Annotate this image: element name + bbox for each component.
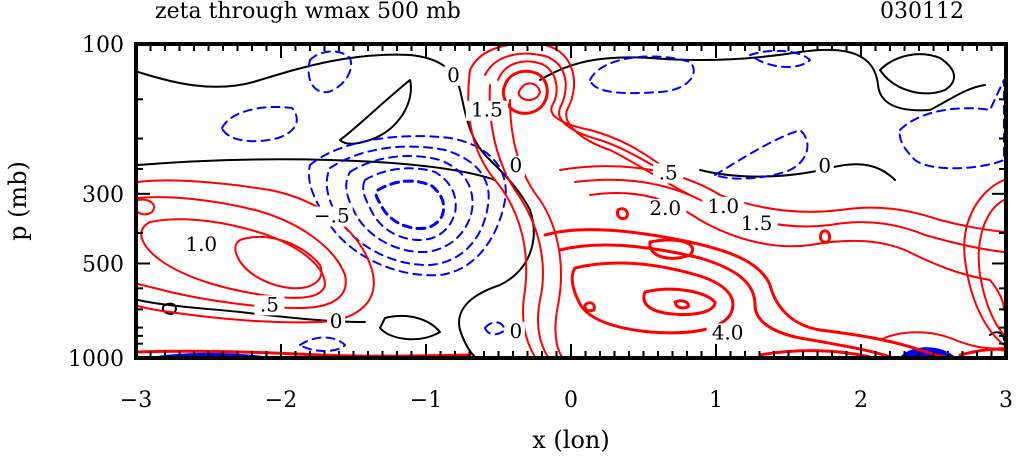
- y-tick-label: 500: [82, 252, 124, 277]
- y-axis-label: p (mb): [4, 161, 32, 241]
- positive-contour: [583, 301, 596, 313]
- zero-contour: [879, 53, 955, 95]
- zero-contour: [137, 53, 531, 211]
- positive-contour: [509, 99, 563, 358]
- contour-label-bg: [702, 196, 745, 217]
- contour-label-bg: [653, 163, 684, 184]
- zero-contour: [339, 79, 412, 145]
- contour-label-bg: [506, 156, 525, 177]
- zero-contour: [458, 209, 535, 358]
- contour-label: 1.0: [185, 232, 217, 256]
- positive-contour: [958, 347, 1006, 357]
- x-tick-label: 2: [854, 388, 868, 413]
- contour-label: 0: [510, 153, 523, 177]
- contour-label: .5: [659, 160, 678, 184]
- positive-contour: [963, 179, 1005, 346]
- positive-contour: [673, 299, 690, 310]
- negative-contour: [589, 55, 695, 95]
- contour-label-bg: [254, 295, 285, 316]
- positive-contour: [977, 199, 1005, 336]
- contour-label: 1.5: [471, 98, 503, 122]
- positive-contour: [879, 331, 1005, 350]
- contour-label-bg: [815, 156, 834, 177]
- negative-contour: [221, 106, 298, 143]
- x-tick-label: 0: [564, 388, 578, 413]
- positive-contour: [136, 349, 472, 358]
- contour-label-bg: [327, 311, 346, 332]
- contour-label-bg: [735, 213, 778, 234]
- zero-contour: [379, 314, 441, 341]
- positive-contour: [558, 243, 892, 359]
- positive-contour: [517, 82, 541, 101]
- positive-contour: [137, 179, 375, 324]
- positive-contour: [543, 228, 947, 359]
- y-tick-label: 100: [82, 33, 124, 58]
- axis-ticks: [135, 43, 1007, 359]
- contour-label-bg: [180, 235, 223, 256]
- positive-contour: [140, 218, 326, 299]
- negative-contour: [362, 167, 457, 241]
- y-tick-label: 300: [82, 183, 124, 208]
- positive-contour: [501, 69, 549, 115]
- chart-title: zeta through wmax 500 mb: [155, 0, 461, 24]
- zero-contour: [137, 158, 496, 181]
- negative-contour: [714, 129, 809, 180]
- negative-contour: [374, 179, 446, 230]
- positive-contour: [616, 207, 629, 220]
- y-tick-label: 1000: [68, 347, 124, 372]
- positive-contour: [574, 178, 1005, 253]
- positive-contour: [137, 196, 347, 309]
- x-tick-label: 3: [999, 388, 1013, 413]
- contour-field: 01.50−.51.0.50 0.52.0 1.01.504.0: [136, 42, 1006, 359]
- contour-label-bg: [310, 206, 353, 227]
- negative-contour: [307, 50, 353, 94]
- contour-label: 2.0: [649, 196, 681, 220]
- positive-contour: [137, 198, 156, 216]
- contour-label-bg: [465, 100, 508, 121]
- date-label: 030112: [880, 0, 964, 24]
- contour-label-bg: [706, 323, 749, 344]
- contour-label: 1.0: [707, 194, 739, 218]
- positive-contour: [818, 229, 832, 244]
- contour-label-bg: [506, 321, 525, 342]
- positive-contour: [642, 287, 717, 316]
- positive-contour: [488, 84, 549, 358]
- x-tick-label: 1: [709, 388, 723, 413]
- contour-label-bg: [444, 65, 463, 86]
- contour-label-bg: [644, 198, 687, 219]
- contour-label: 1.5: [741, 211, 773, 235]
- x-tick-labels: −3 −2 −1 0 1 2 3: [120, 388, 1013, 413]
- zero-contour: [161, 302, 177, 315]
- negative-contour: [345, 155, 474, 254]
- contour-label: −.5: [314, 204, 350, 228]
- x-axis-label: x (lon): [532, 426, 609, 454]
- negative-contour: [484, 321, 506, 336]
- negative-contour: [749, 49, 811, 68]
- contour-label: 0: [330, 309, 343, 333]
- positive-contour: [648, 238, 694, 260]
- positive-contour: [497, 60, 666, 169]
- x-tick-label: −2: [265, 388, 297, 413]
- contour-label: .5: [260, 292, 279, 316]
- zero-contour: [539, 48, 986, 112]
- positive-contour: [234, 235, 323, 290]
- x-tick-label: −1: [410, 388, 442, 413]
- contour-label: 0: [818, 154, 831, 178]
- contour-label: 4.0: [712, 320, 744, 344]
- positive-contour: [484, 52, 681, 181]
- x-tick-label: −3: [120, 388, 152, 413]
- contour-label: 0: [510, 319, 523, 343]
- zero-contour: [989, 331, 1005, 341]
- y-tick-labels: 100 300 500 1000: [68, 33, 124, 372]
- negative-contour: [299, 336, 346, 352]
- contour-label: 0: [447, 63, 460, 87]
